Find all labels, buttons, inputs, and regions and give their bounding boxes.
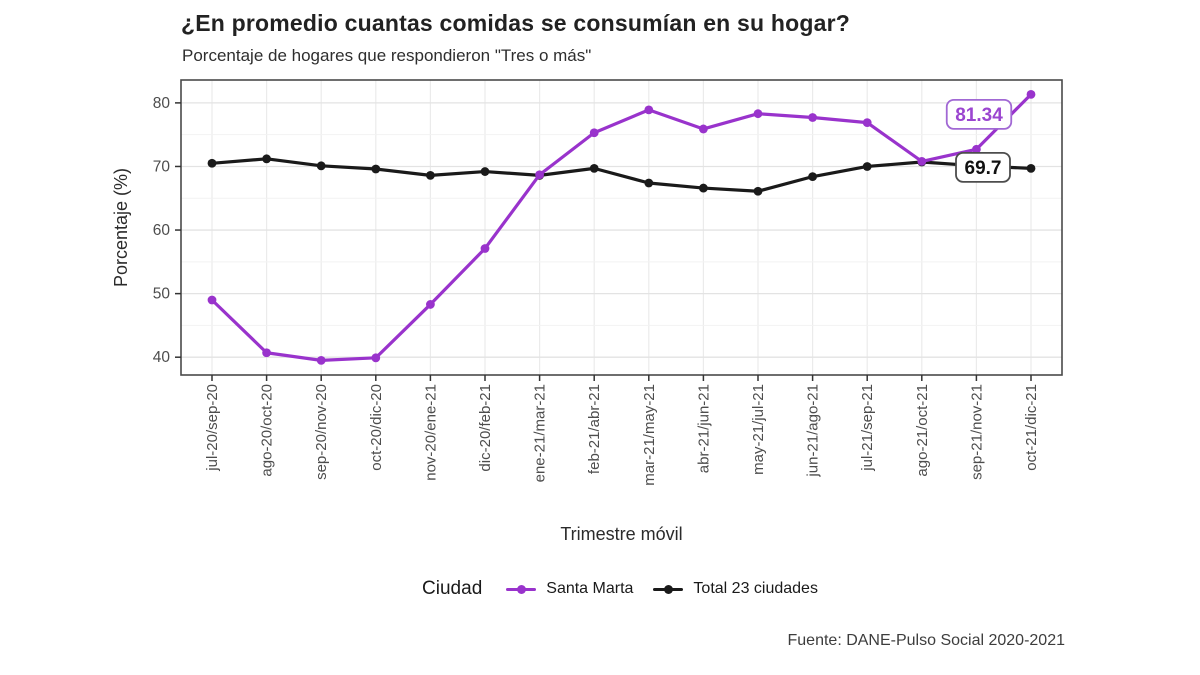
data-point [644, 105, 654, 115]
svg-text:70: 70 [153, 158, 171, 175]
gridlines [181, 80, 1062, 375]
svg-text:dic-20/feb-21: dic-20/feb-21 [477, 384, 494, 472]
data-point [535, 170, 544, 180]
data-point [426, 300, 435, 309]
data-point [862, 162, 872, 171]
svg-text:ago-21/oct-21: ago-21/oct-21 [914, 384, 931, 477]
data-point [699, 124, 708, 134]
legend-label-total-23-ciudades: Total 23 ciudades [693, 580, 818, 597]
data-point [371, 353, 381, 363]
value-label: 81.34 [955, 105, 1003, 126]
value-label-box [945, 98, 1013, 130]
chart-subtitle: Porcentaje de hogares que respondieron "… [182, 46, 592, 65]
data-point [207, 295, 217, 305]
chart-legend: Ciudad Santa Marta Total 23 ciudades [0, 578, 1200, 600]
legend-item-santa-marta: Santa Marta [506, 580, 633, 598]
data-point [480, 167, 490, 176]
value-label-box [955, 151, 1011, 183]
data-point [589, 128, 599, 138]
data-point [808, 172, 817, 182]
svg-text:50: 50 [153, 286, 171, 303]
legend-label-santa-marta: Santa Marta [546, 580, 634, 597]
x-axis: jul-20/sep-20 ago-20/oct-20 sep-20/nov-20 o… [204, 375, 1040, 544]
y-axis: 40 50 60 70 80 Porcentaje (%) [111, 95, 181, 366]
legend-title: Ciudad [422, 578, 483, 599]
data-point [699, 183, 708, 193]
svg-text:sep-20/nov-20: sep-20/nov-20 [313, 384, 330, 480]
svg-text:jun-21/ago-21: jun-21/ago-21 [805, 384, 822, 478]
svg-text:mar-21/may-21: mar-21/may-21 [641, 384, 658, 486]
data-point [262, 348, 271, 358]
line-chart: 40 50 60 70 80 Porcentaje (%) jul-20/sep-20 ago… [111, 79, 1063, 544]
santa-marta-line-icon [506, 582, 537, 596]
data-point [972, 144, 981, 154]
data-point [426, 170, 435, 180]
value-label: 69.7 [965, 158, 1002, 179]
data-point [1026, 163, 1036, 173]
annotations: 81.34 69.7 [945, 98, 1013, 183]
data-point [644, 178, 654, 188]
data-point [753, 109, 763, 119]
data-point [316, 161, 326, 171]
data-point [316, 355, 326, 365]
data-point [753, 186, 763, 196]
svg-text:ene-21/mar-21: ene-21/mar-21 [532, 384, 549, 482]
svg-text:40: 40 [153, 349, 171, 366]
data-point [1026, 89, 1036, 99]
svg-text:oct-20/dic-20: oct-20/dic-20 [368, 384, 385, 471]
data-point [862, 118, 872, 127]
data-point [480, 244, 490, 253]
chart-title: ¿En promedio cuantas comidas se consumía… [181, 10, 850, 36]
svg-text:sep-21/nov-21: sep-21/nov-21 [968, 384, 985, 480]
legend-item-total-23-ciudades: Total 23 ciudades [653, 580, 818, 598]
svg-text:jul-21/sep-21: jul-21/sep-21 [859, 384, 876, 472]
svg-text:oct-21/dic-21: oct-21/dic-21 [1023, 384, 1040, 471]
series-total-23-ciudades [207, 154, 1036, 196]
source-caption: Fuente: DANE-Pulso Social 2020-2021 [787, 632, 1066, 649]
data-point [207, 158, 217, 168]
data-point [808, 113, 817, 122]
data-point [589, 163, 599, 173]
svg-text:abr-21/jun-21: abr-21/jun-21 [695, 384, 712, 473]
svg-text:60: 60 [153, 222, 171, 239]
data-point [917, 156, 927, 166]
svg-text:80: 80 [153, 95, 171, 112]
svg-text:feb-21/abr-21: feb-21/abr-21 [586, 384, 603, 474]
svg-text:ago-20/oct-20: ago-20/oct-20 [259, 384, 276, 477]
data-point [371, 164, 381, 174]
total-23-ciudades-line-icon [653, 582, 684, 596]
x-axis-title: Trimestre móvil [560, 524, 682, 544]
data-point [262, 154, 271, 164]
svg-text:may-21/jul-21: may-21/jul-21 [750, 384, 767, 475]
panel-border [180, 79, 1063, 376]
svg-text:nov-20/ene-21: nov-20/ene-21 [422, 384, 439, 481]
series-santa-marta [207, 89, 1036, 365]
svg-text:jul-20/sep-20: jul-20/sep-20 [204, 384, 221, 472]
y-axis-title: Porcentaje (%) [111, 168, 131, 287]
